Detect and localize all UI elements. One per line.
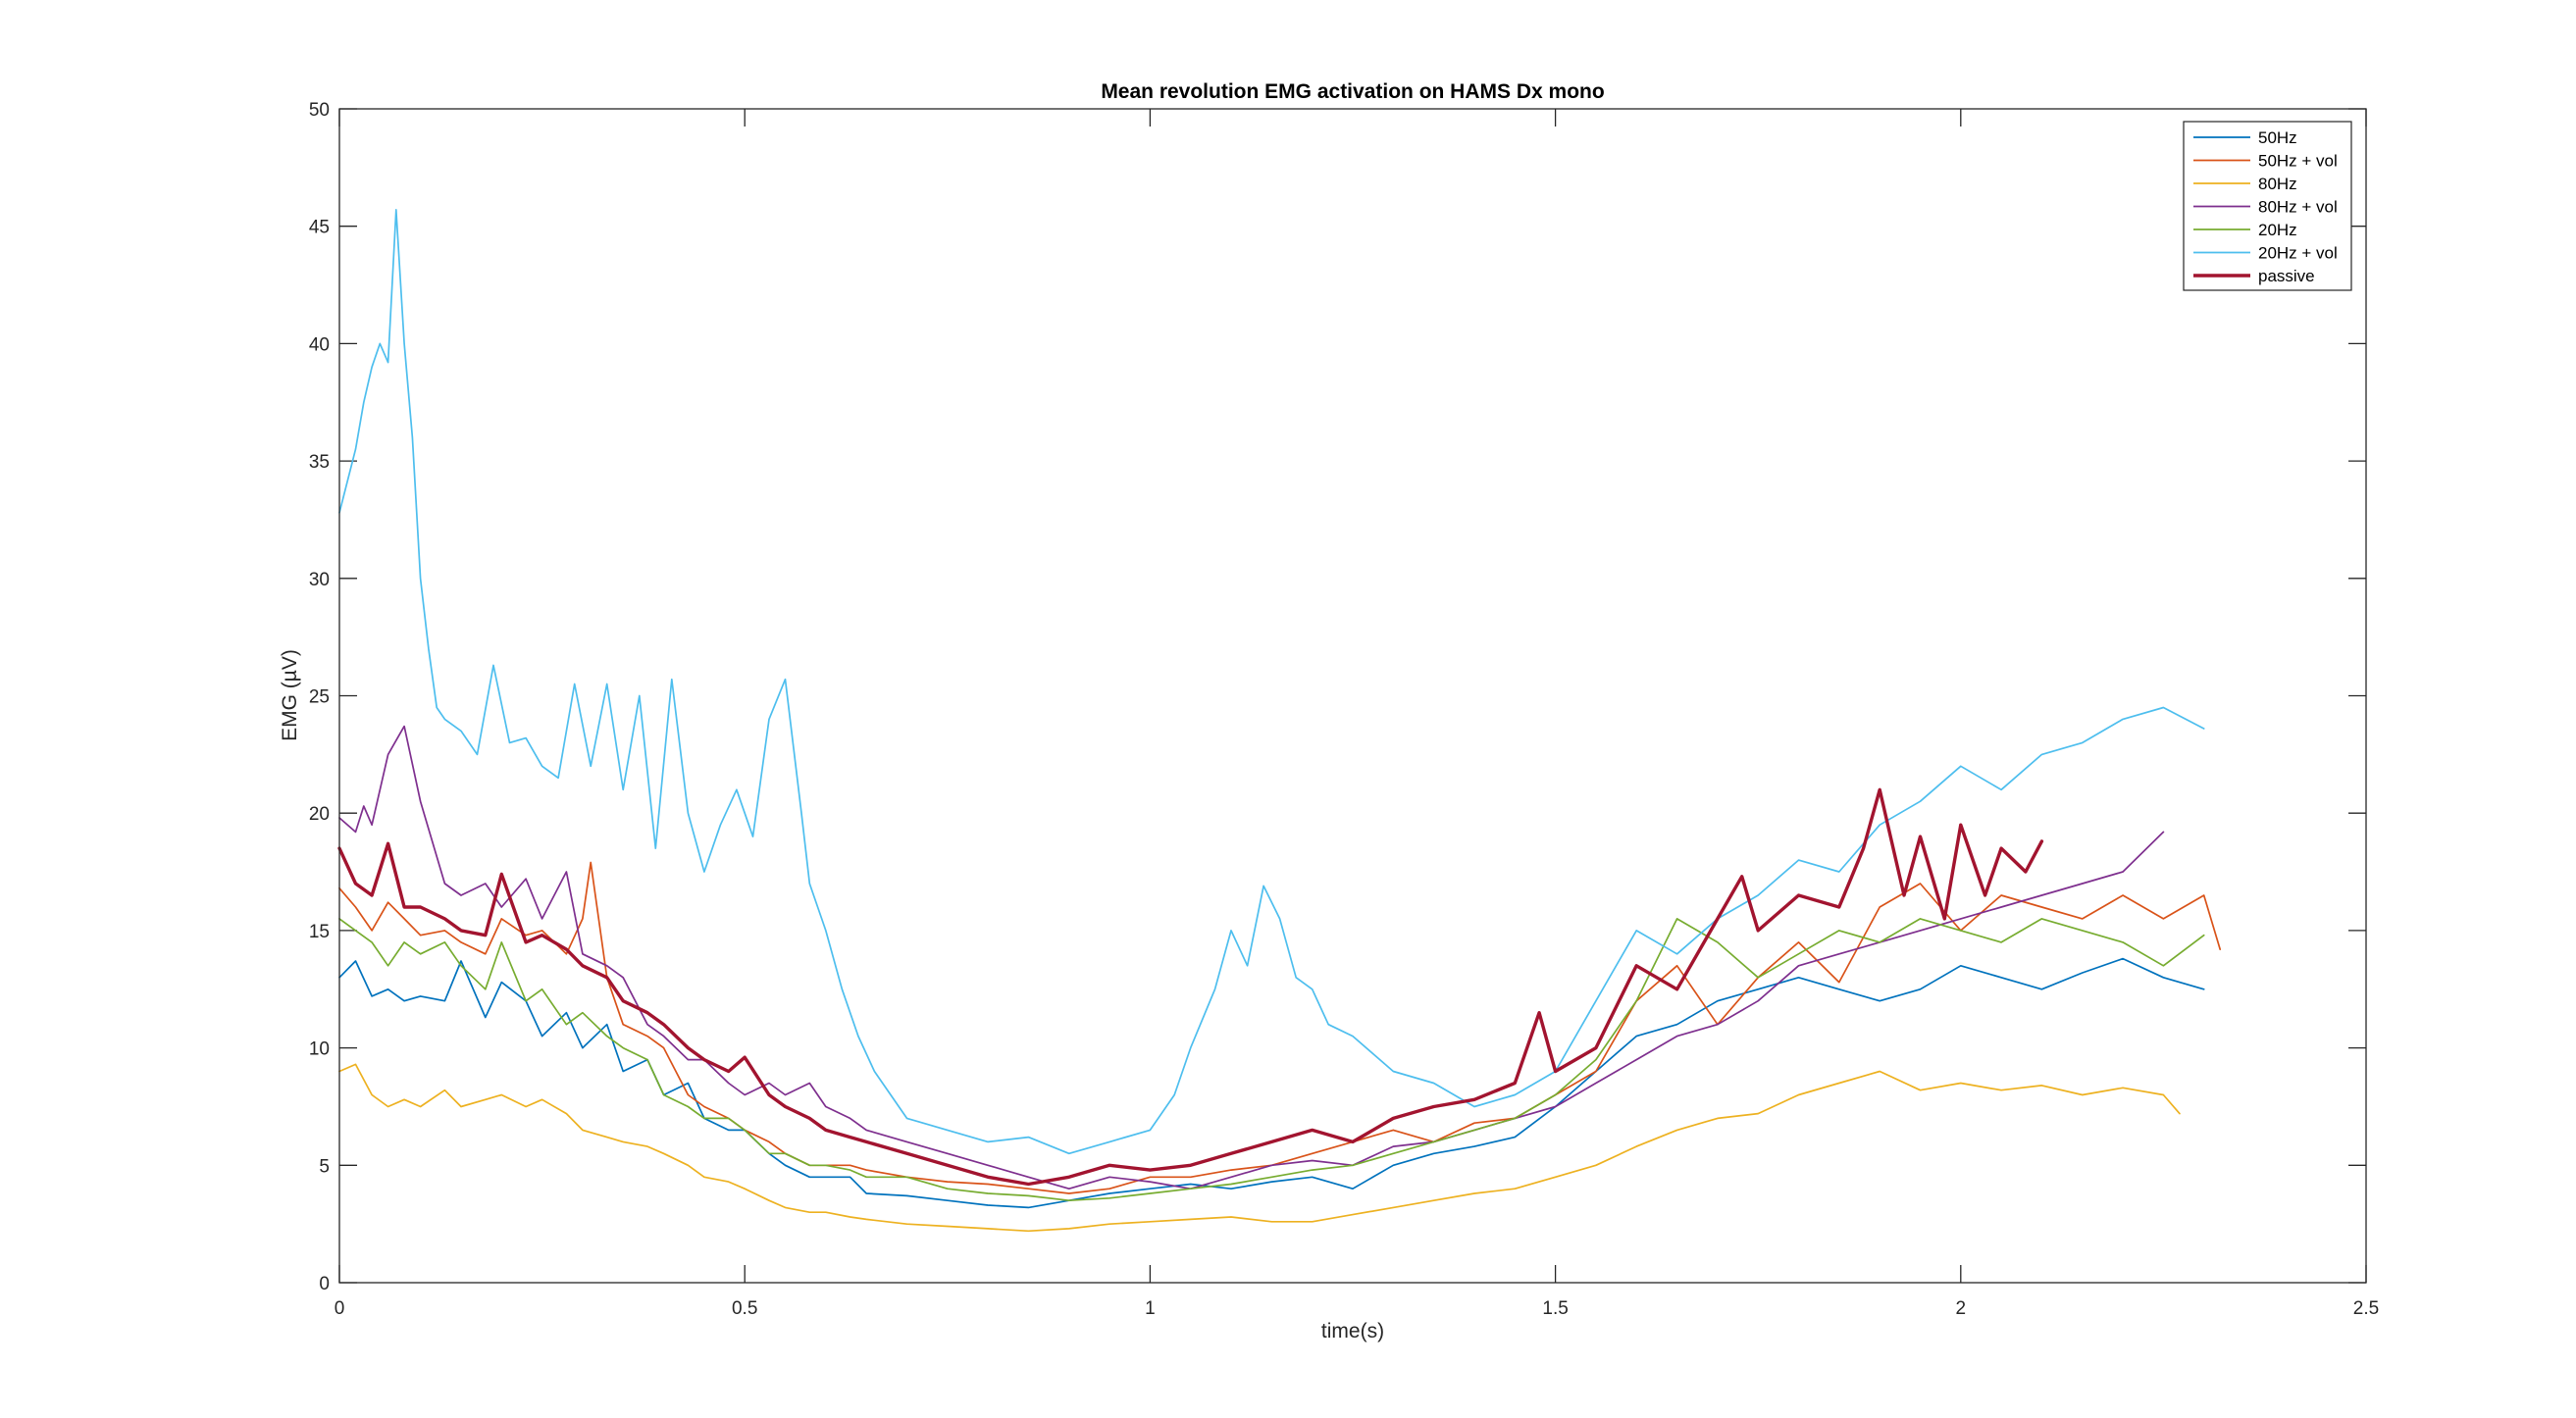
y-tick-label: 45 (309, 218, 330, 238)
series-lines (337, 209, 2222, 1233)
legend-entry: 20Hz (2258, 221, 2297, 239)
y-tick-label: 50 (309, 100, 330, 121)
y-axis-label: EMG (µV) (279, 649, 301, 741)
legend-entry: 80Hz + vol (2258, 198, 2338, 217)
x-tick-label: 0 (335, 1298, 345, 1319)
legend-box (2183, 121, 2352, 291)
y-tick-label: 25 (309, 687, 330, 708)
y-tick-label: 30 (309, 570, 330, 590)
legend-entry: 80Hz (2258, 175, 2297, 193)
x-tick-label: 2 (1956, 1298, 1967, 1319)
x-tick-label: 1.5 (1542, 1298, 1568, 1319)
legend-entry: 20Hz + vol (2258, 244, 2338, 263)
y-tick-label: 35 (309, 452, 330, 473)
y-tick-label: 40 (309, 334, 330, 355)
legend: 50Hz 50Hz + vol 80Hz 80Hz + vol 20Hz 20Hz + v… (2183, 121, 2352, 291)
y-tick-label: 5 (319, 1156, 330, 1177)
series-line-passive (337, 787, 2044, 1187)
x-tick-label: 1 (1145, 1298, 1156, 1319)
x-tick-label: 0.5 (732, 1298, 757, 1319)
legend-entry: 50Hz + vol (2258, 152, 2338, 171)
plot-area (339, 109, 2366, 1283)
axes-box (338, 108, 2367, 1284)
y-tick-label: 0 (319, 1274, 330, 1294)
x-axis-label: time(s) (1321, 1320, 1384, 1342)
series-line-20hz (338, 918, 2205, 1202)
legend-entry: passive (2258, 267, 2315, 285)
legend-entry: 50Hz (2258, 128, 2297, 147)
y-tick-label: 10 (309, 1039, 330, 1060)
series-line-80hz (338, 1063, 2181, 1233)
x-tick-label: 2.5 (2353, 1298, 2379, 1319)
y-tick-label: 20 (309, 804, 330, 825)
series-line-80hz-vol (338, 725, 2165, 1190)
series-line-50hz-vol (338, 861, 2222, 1194)
y-tick-label: 15 (309, 922, 330, 942)
series-line-20hz-vol (338, 209, 2205, 1155)
chart-title: Mean revolution EMG activation on HAMS D… (1101, 80, 1604, 103)
